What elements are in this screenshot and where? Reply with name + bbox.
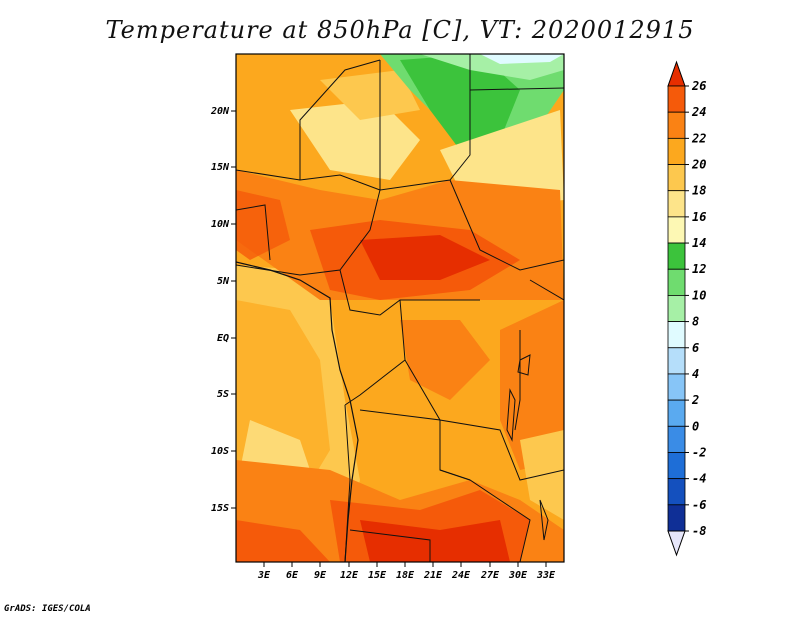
lat-tick-label: EQ [217,333,229,344]
colorbar-box [667,321,686,349]
colorbar-box [667,111,686,139]
lon-tick-label: 9E [314,570,327,581]
colorbar-box [667,268,686,296]
chart-title: Temperature at 850hPa [C], VT: 202001291… [105,16,695,44]
colorbar-box [667,242,686,270]
colorbar-label: 22 [691,131,706,145]
colorbar-box [667,295,686,322]
lon-tick-label: 21E [423,570,443,581]
colorbar-label: 26 [691,79,706,93]
colorbar-box [667,164,686,192]
lat-tick-label: 15S [211,503,229,514]
lon-axis: 3E 6E 9E 12E 15E 18E 21E 24E 27E 30E 33E [257,562,556,581]
colorbar-max-triangle [667,60,686,87]
colorbar-box [667,504,686,532]
colorbar-label: 16 [692,210,706,224]
lon-tick-label: 27E [480,570,500,581]
colorbar-label: -8 [692,524,706,538]
colorbar-label: 0 [692,419,699,433]
colorbar-box [667,216,686,244]
lon-tick-label: 18E [396,570,415,581]
colorbar-box [667,478,686,506]
colorbar-min-triangle [667,530,686,557]
colorbar-label: 6 [692,341,699,355]
colorbar-box [667,190,686,218]
colorbar-label: 18 [692,184,706,198]
lat-tick-label: 10S [211,446,229,457]
lon-tick-label: 15E [368,570,387,581]
lon-tick-label: 30E [508,570,528,581]
colorbar-label: -6 [692,498,706,512]
lat-axis: 20N 15N 10N 5N EQ 5S 10S 15S [210,106,236,514]
colorbar-label: 20 [691,158,706,172]
lat-tick-label: 5S [217,389,229,400]
colorbar-box [667,137,686,165]
lon-tick-label: 3E [257,570,271,581]
colorbar-box [667,373,686,401]
lat-tick-label: 5N [217,276,230,287]
lon-tick-label: 33E [536,570,556,581]
colorbar-label: -4 [692,472,706,486]
grads-credit: GrADS: IGES/COLA [4,604,91,614]
colorbar-box [667,399,686,427]
lon-tick-label: 24E [451,570,471,581]
colorbar-box [667,347,686,375]
lon-tick-label: 12E [340,570,359,581]
lat-tick-label: 20N [210,106,230,117]
colorbar-box [667,85,686,113]
colorbar-label: 12 [692,262,706,276]
temperature-field [236,54,564,562]
colorbar-box [667,452,686,480]
colorbar-label: 4 [692,367,699,381]
lat-tick-label: 15N [211,162,230,173]
colorbar-label: 8 [692,315,699,329]
lat-tick-label: 10N [211,219,230,230]
colorbar-label: -2 [692,445,706,459]
map-frame [235,53,565,563]
lon-tick-label: 6E [286,570,299,581]
colorbar-label: 14 [692,236,706,250]
colorbar-label: 24 [691,105,706,119]
colorbar-label: 10 [692,288,706,302]
colorbar-box [667,425,686,453]
colorbar-label: 2 [691,393,699,407]
